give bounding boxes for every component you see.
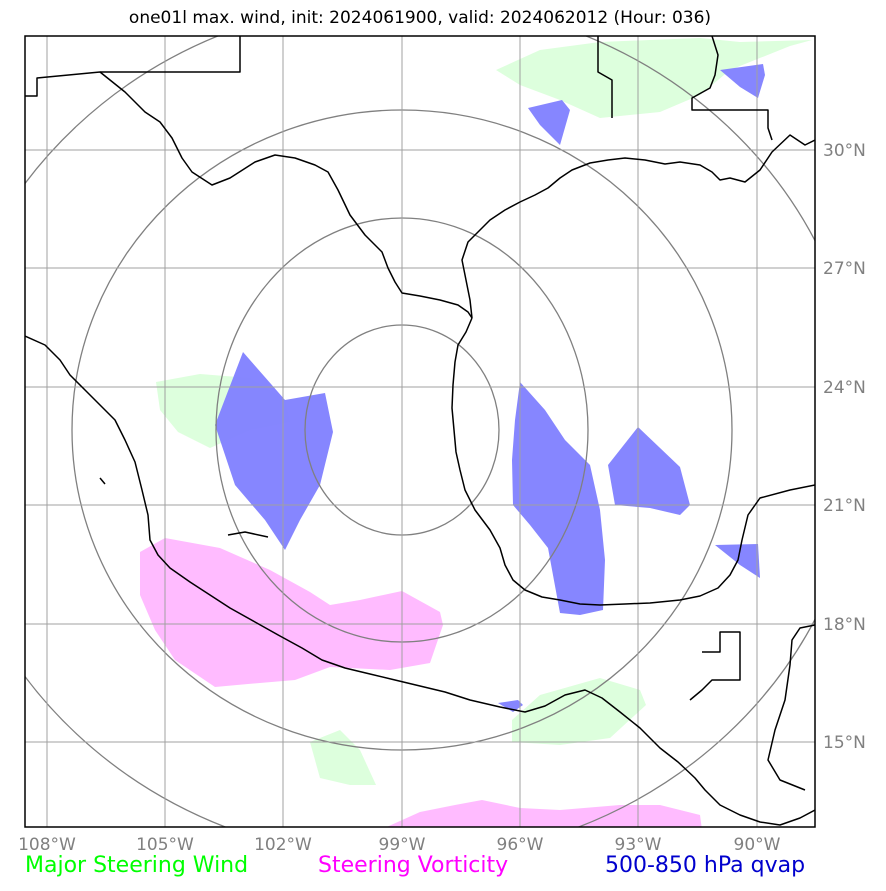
lat-tick-label: 30°N (823, 141, 866, 161)
legend-qvap: 500-850 hPa qvap (605, 853, 806, 878)
map-title: one01l max. wind, init: 2024061900, vali… (128, 8, 712, 28)
lon-tick-label: 93°W (615, 835, 662, 855)
map-frame (24, 35, 816, 828)
lat-tick-labels: 30°N 27°N 24°N 21°N 18°N 15°N (823, 141, 866, 753)
lat-tick-label: 21°N (823, 496, 866, 516)
lon-tick-label: 99°W (379, 835, 426, 855)
lon-tick-labels: 108°W 105°W 102°W 99°W 96°W 93°W 90°W (18, 835, 781, 855)
lon-tick-label: 108°W (18, 835, 76, 855)
lat-tick-label: 27°N (823, 259, 866, 279)
graticule (25, 36, 815, 827)
lat-tick-label: 18°N (823, 615, 866, 635)
lat-tick-label: 24°N (823, 378, 866, 398)
range-rings (25, 36, 815, 827)
lon-tick-label: 102°W (254, 835, 312, 855)
coastlines-and-borders (25, 36, 815, 826)
lat-tick-label: 15°N (823, 733, 866, 753)
lon-tick-label: 96°W (497, 835, 544, 855)
lon-tick-label: 105°W (136, 835, 194, 855)
qvap-fill (215, 64, 765, 712)
legend-steering-vorticity: Steering Vorticity (318, 853, 509, 878)
lon-tick-label: 90°W (734, 835, 781, 855)
legend-major-steering-wind: Major Steering Wind (25, 853, 249, 878)
